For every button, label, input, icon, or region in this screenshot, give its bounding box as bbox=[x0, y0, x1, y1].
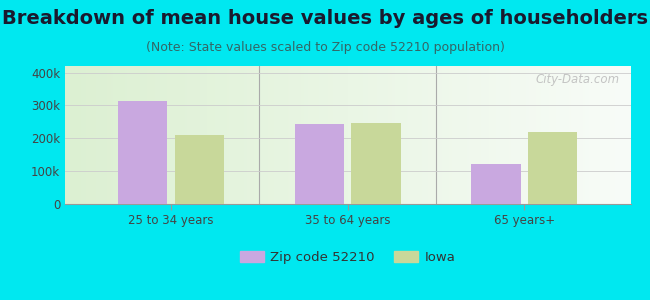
Legend: Zip code 52210, Iowa: Zip code 52210, Iowa bbox=[235, 246, 461, 269]
Bar bbox=[118, 100, 168, 204]
Bar bbox=[294, 124, 344, 204]
Bar bbox=[351, 123, 401, 204]
Text: (Note: State values scaled to Zip code 52210 population): (Note: State values scaled to Zip code 5… bbox=[146, 40, 504, 53]
Text: Breakdown of mean house values by ages of householders: Breakdown of mean house values by ages o… bbox=[2, 9, 648, 28]
Bar bbox=[528, 132, 577, 204]
Bar bbox=[175, 135, 224, 204]
Text: City-Data.com: City-Data.com bbox=[535, 73, 619, 86]
Bar bbox=[471, 164, 521, 204]
